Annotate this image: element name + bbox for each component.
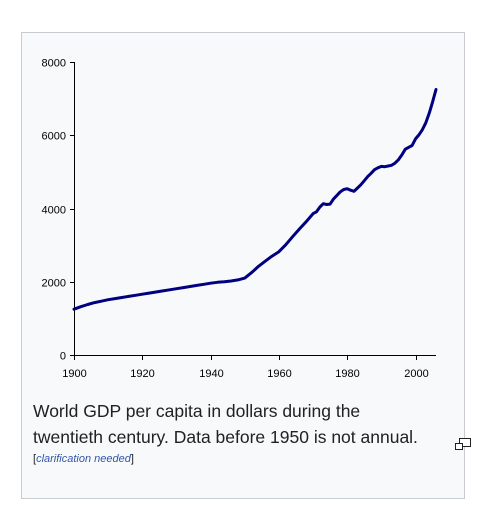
x-tick-label: 1900 [62, 368, 86, 380]
x-tick-label: 2000 [404, 368, 428, 380]
citation-needed-note: [clarification needed] [33, 453, 134, 466]
x-tick-label: 1940 [199, 368, 223, 380]
enlarge-icon [455, 438, 471, 450]
chart-axes [74, 62, 436, 356]
y-tick-label: 6000 [42, 131, 66, 143]
gdp-series-line [72, 88, 438, 311]
y-tick-label: 2000 [42, 278, 66, 290]
x-tick-label: 1920 [130, 368, 154, 380]
figure-frame: 0 2000 4000 6000 8000 1900 1920 1940 1960 1980 200… [21, 32, 471, 499]
figure-caption: World GDP per capita in dollars during t… [33, 398, 433, 476]
gdp-line-chart: 0 2000 4000 6000 8000 1900 1920 1940 1960 1980 200… [42, 58, 438, 381]
y-tick-label: 8000 [42, 58, 66, 70]
magnify-clip-icon[interactable] [455, 437, 471, 450]
x-tick-label: 1960 [267, 368, 291, 380]
y-tick-label: 0 [60, 351, 66, 363]
chart-ticks: 0 2000 4000 6000 8000 1900 1920 1940 1960 1980 200… [42, 58, 429, 381]
x-tick-label: 1980 [335, 368, 359, 380]
caption-text: World GDP per capita in dollars during t… [33, 401, 418, 447]
clarification-needed-link[interactable]: clarification needed [36, 453, 131, 466]
y-tick-label: 4000 [42, 205, 66, 217]
